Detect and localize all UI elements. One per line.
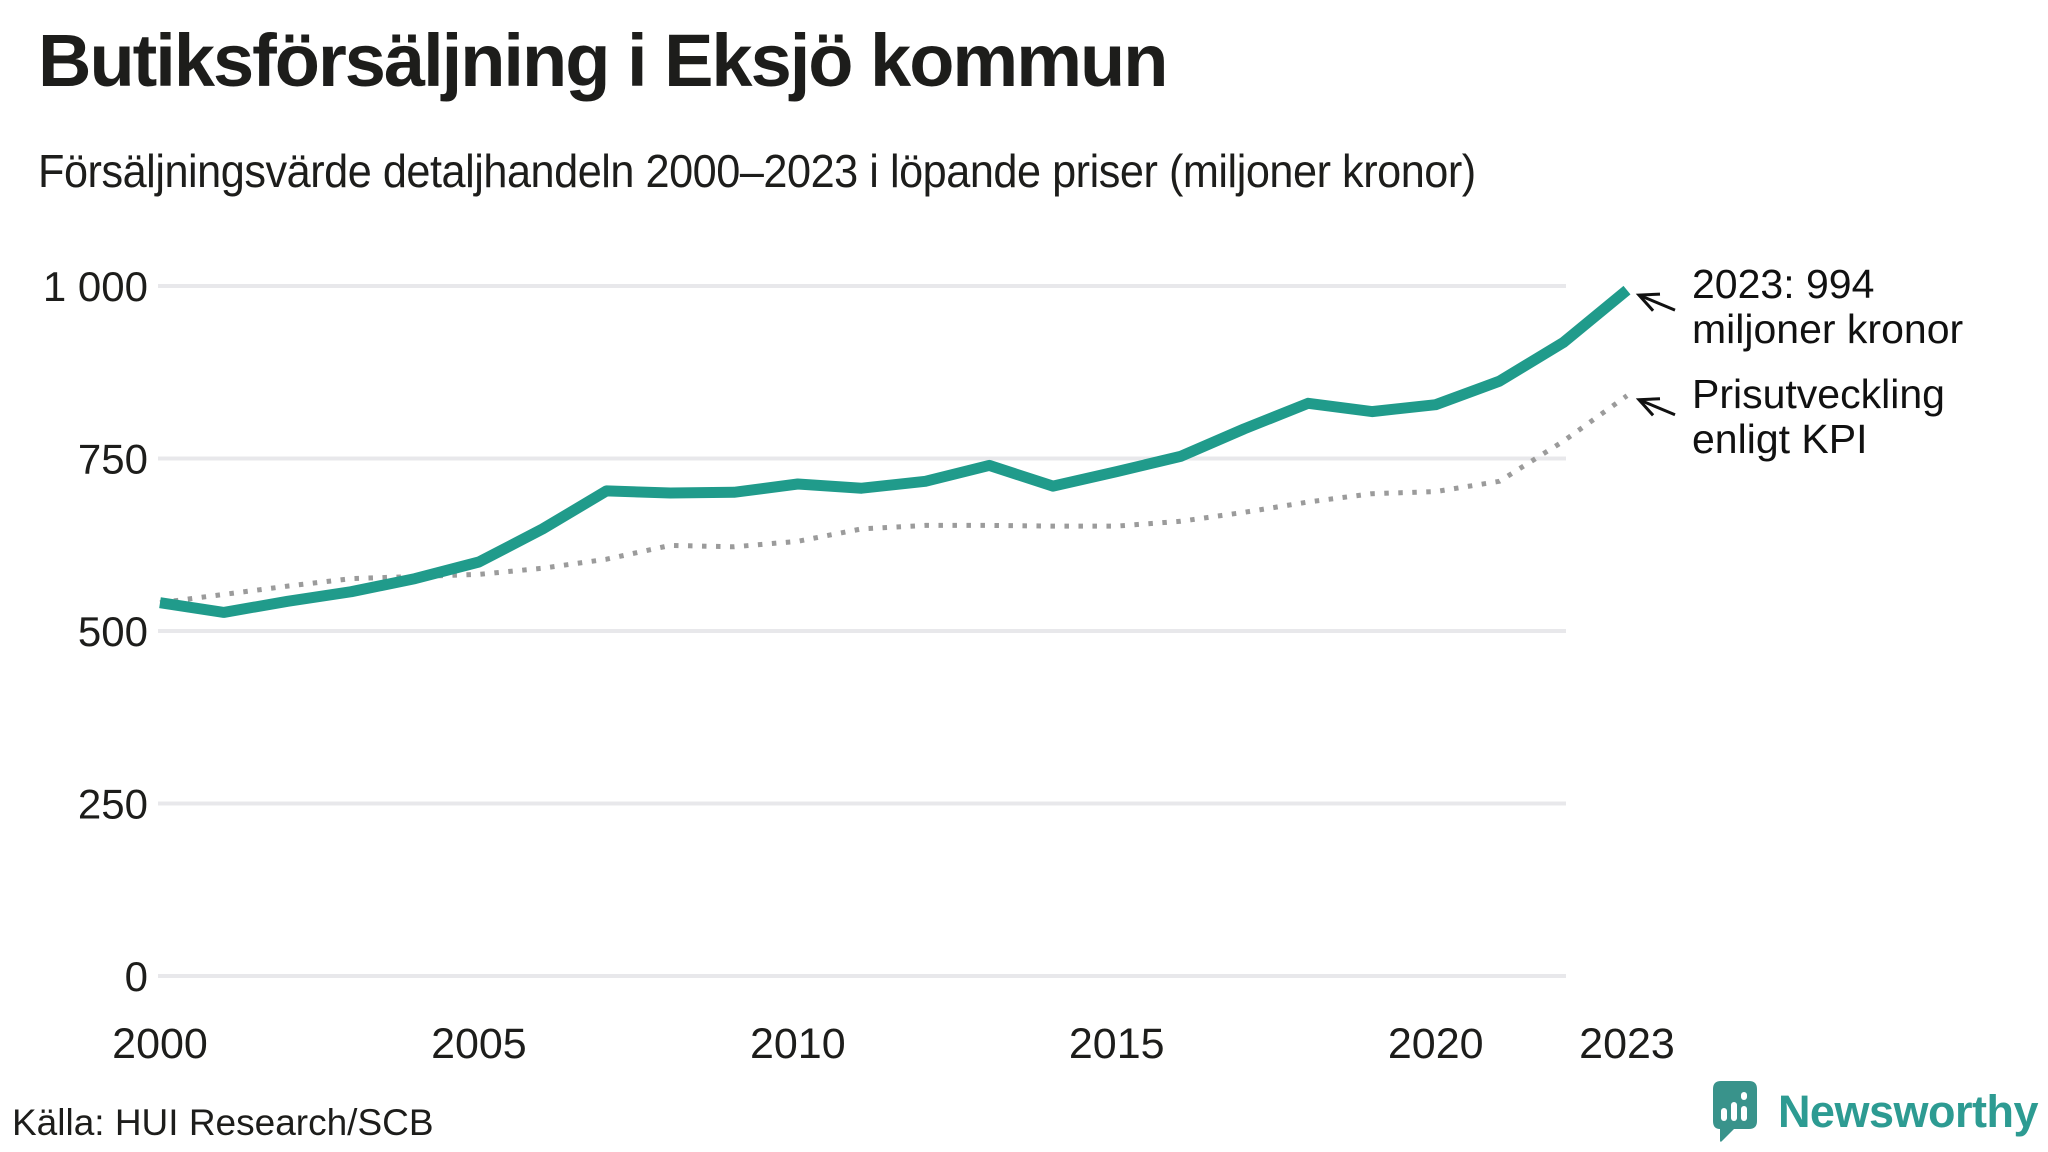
annotation-line-1: 2023: 994 [1692, 261, 1875, 307]
svg-text:2010: 2010 [750, 1020, 846, 1068]
sales-line [159, 285, 1631, 618]
svg-text:1 000: 1 000 [43, 263, 148, 310]
newsworthy-logo: Newsworthy [1712, 1080, 2039, 1144]
svg-text:2020: 2020 [1388, 1020, 1484, 1068]
svg-text:500: 500 [78, 608, 148, 655]
source-note: Källa: HUI Research/SCB [12, 1102, 434, 1143]
kpi-dotted-line [159, 393, 1629, 606]
svg-text:2005: 2005 [431, 1020, 527, 1068]
newsworthy-bubble-chart-icon [1712, 1081, 1757, 1142]
annotation-latest-value: 2023: 994 miljoner kronor [1692, 261, 1964, 353]
chart-title: Butiksförsäljning i Eksjö kommun [38, 19, 1168, 102]
svg-text:750: 750 [78, 436, 148, 483]
svg-text:0: 0 [125, 953, 148, 1000]
svg-text:2023: 2023 [1579, 1020, 1675, 1068]
annotation-line-2: enligt KPI [1692, 416, 1868, 463]
arrow-to-sales-endpoint [1635, 292, 1676, 312]
svg-text:250: 250 [78, 781, 148, 828]
newsworthy-wordmark: Newsworthy [1777, 1086, 2039, 1137]
annotation-kpi-series-label: Prisutveckling enligt KPI [1692, 371, 1945, 463]
arrow-to-kpi-endpoint [1635, 397, 1676, 417]
svg-text:2000: 2000 [112, 1020, 208, 1068]
annotation-line-2: miljoner kronor [1692, 306, 1964, 353]
x-axis-labels: 2000 2005 2010 2015 2020 2023 [112, 1020, 1675, 1068]
annotation-line-1: Prisutveckling [1692, 371, 1945, 417]
svg-text:2015: 2015 [1069, 1020, 1165, 1068]
y-axis-labels: 0 250 500 750 1 000 [43, 263, 148, 1000]
y-gridlines [158, 284, 1566, 978]
chart-subtitle: Försäljningsvärde detaljhandeln 2000–202… [38, 145, 1476, 197]
